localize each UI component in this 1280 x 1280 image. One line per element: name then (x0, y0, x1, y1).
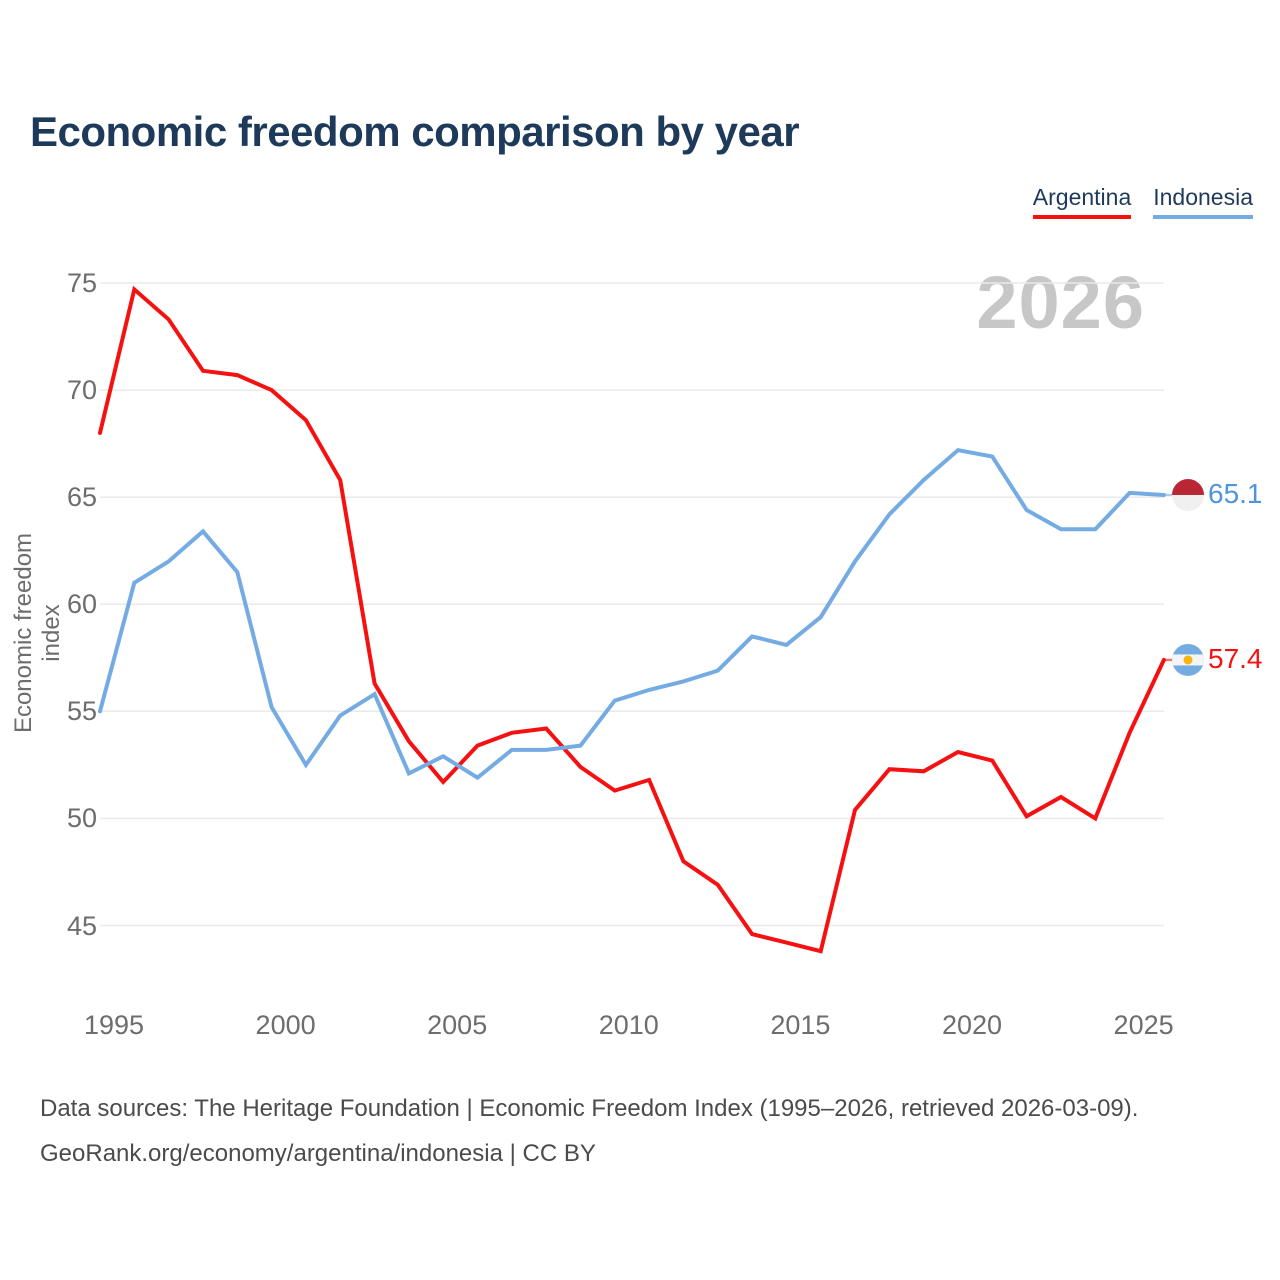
y-tick-label: 70 (66, 375, 97, 406)
footer-source-line: Data sources: The Heritage Foundation | … (40, 1095, 1139, 1122)
x-tick-label: 2000 (255, 1010, 316, 1040)
x-tick-label: 2010 (598, 1010, 659, 1040)
y-tick-label: 50 (66, 803, 97, 834)
watermark-year: 2026 (976, 261, 1145, 344)
indonesia-line (98, 447, 1166, 781)
footer: Data sources: The Heritage Foundation | … (40, 1086, 1138, 1176)
x-tick-label: 2020 (941, 1010, 1003, 1040)
indonesia-flag-icon (1172, 479, 1204, 512)
footer-attribution-line: GeoRank.org/economy/argentina/indonesia … (40, 1140, 596, 1167)
y-tick-label: 75 (66, 268, 97, 298)
argentina-line (98, 285, 1166, 954)
page-title: Economic freedom comparison by year (30, 108, 800, 155)
legend-item-argentina[interactable]: Argentina (1032, 184, 1132, 219)
x-tick-label: 1995 (83, 1010, 145, 1040)
x-tick-label: 2015 (770, 1010, 831, 1040)
legend-item-indonesia[interactable]: Indonesia (1153, 184, 1253, 219)
y-tick-label: 45 (66, 910, 97, 941)
y-tick-label: 65 (66, 482, 97, 513)
x-tick-label: 2005 (427, 1010, 488, 1040)
legend: Argentina Indonesia (1032, 184, 1253, 219)
indonesia-end-value: 65.1 (1208, 478, 1263, 510)
y-tick-label: 55 (66, 696, 97, 727)
argentina-flag-icon (1172, 643, 1204, 676)
argentina-end-value: 57.4 (1208, 642, 1263, 674)
x-tick-label: 2025 (1113, 1010, 1174, 1040)
y-tick-label: 60 (66, 589, 97, 620)
